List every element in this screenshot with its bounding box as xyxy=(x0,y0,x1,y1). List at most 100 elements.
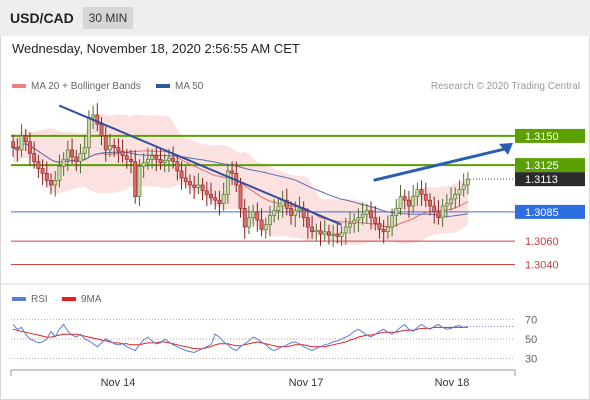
candle-body xyxy=(356,217,361,221)
research-credit: Research © 2020 Trading Central xyxy=(430,81,580,92)
legend-bollinger-label: MA 20 + Bollinger Bands xyxy=(31,81,141,92)
candle-body xyxy=(331,233,336,236)
candle-body xyxy=(381,229,386,233)
candle-body xyxy=(19,135,24,151)
time-tick-label-2: Nov 18 xyxy=(435,377,470,389)
candle-body xyxy=(407,199,411,207)
rsi-line xyxy=(12,323,469,354)
legend-ma50: MA 50 xyxy=(156,81,203,92)
timeframe-button[interactable]: 30 MIN xyxy=(83,7,133,29)
candle-body xyxy=(268,215,272,226)
candle-body xyxy=(242,208,247,228)
candle-body xyxy=(423,194,428,201)
candle-body xyxy=(204,190,209,195)
symbol-label: USD/CAD xyxy=(10,10,74,26)
legend-ma50-swatch xyxy=(156,84,170,89)
candle-body xyxy=(263,224,268,230)
candle-body xyxy=(95,114,100,125)
level-label-1-3150-box xyxy=(515,128,585,143)
level-label-1-3113: 1.3113 xyxy=(525,174,558,186)
candle-body xyxy=(238,184,243,209)
time-tick-label-0: Nov 14 xyxy=(101,377,136,389)
candle-body xyxy=(394,208,399,216)
candle-body xyxy=(183,177,188,182)
level-label-1-3040: 1.3040 xyxy=(525,259,559,271)
legend-bollinger: MA 20 + Bollinger Bands xyxy=(12,81,141,92)
candle-body xyxy=(457,189,462,195)
candle-body xyxy=(272,210,277,216)
candle-body xyxy=(436,211,441,219)
candle-body xyxy=(137,165,142,197)
legend-rsi-label: RSI xyxy=(31,294,48,305)
candle-body xyxy=(116,147,121,152)
candle-body xyxy=(200,184,205,192)
candle-body xyxy=(103,135,108,151)
candle-body xyxy=(28,141,32,154)
candle-body xyxy=(297,208,302,212)
candle-body xyxy=(133,161,138,197)
candle-body xyxy=(322,231,327,235)
candle-body xyxy=(74,156,79,162)
trendline xyxy=(58,104,342,226)
rsi-tick-label-70: 70 xyxy=(525,315,537,327)
candle-body xyxy=(432,205,437,213)
candle-body xyxy=(352,219,357,224)
candle-body xyxy=(213,197,218,201)
candle-body xyxy=(78,153,83,162)
candle-body xyxy=(373,217,378,224)
candle-body xyxy=(196,184,201,188)
candle-body xyxy=(150,155,154,160)
candle-body xyxy=(343,226,348,234)
candle-body xyxy=(419,189,424,195)
candle-body xyxy=(99,123,104,137)
candle-body xyxy=(360,213,365,219)
candle-body xyxy=(314,230,319,233)
candle-body xyxy=(221,194,226,204)
candle-body xyxy=(87,116,91,148)
candle-body xyxy=(91,114,96,118)
candle-body xyxy=(40,168,45,174)
legend-rsi-ma-swatch xyxy=(62,297,76,302)
candle-body xyxy=(428,199,432,207)
candle-body xyxy=(385,226,390,233)
candle-body xyxy=(61,158,66,167)
candle-body xyxy=(327,231,331,236)
rsi-tick-label-50: 50 xyxy=(525,334,537,346)
candle-body xyxy=(411,196,416,207)
candle-body xyxy=(293,210,298,216)
candle-body xyxy=(259,219,264,230)
candle-body xyxy=(310,226,314,233)
legend-rsi-swatch xyxy=(12,297,26,302)
candle-body xyxy=(124,155,129,160)
candle-body xyxy=(335,233,340,237)
candle-body xyxy=(53,180,58,186)
candle-body xyxy=(158,158,163,164)
candle-body xyxy=(141,162,146,167)
candle-body xyxy=(217,199,222,204)
candle-body xyxy=(276,205,281,212)
candles-group xyxy=(11,103,470,247)
candle-body xyxy=(440,205,445,219)
candle-body xyxy=(251,211,256,219)
candle-body xyxy=(415,189,420,197)
candle-body xyxy=(364,210,369,215)
candle-body xyxy=(11,141,16,148)
candle-body xyxy=(120,150,125,157)
candle-body xyxy=(209,194,213,199)
candle-body xyxy=(465,178,470,186)
forecast-arrowhead xyxy=(499,142,513,155)
time-tick-label-1: Nov 17 xyxy=(289,377,324,389)
legend-bollinger-swatch xyxy=(12,84,26,89)
candle-body xyxy=(348,223,352,228)
candle-body xyxy=(305,217,310,228)
candle-body xyxy=(162,160,167,164)
candle-body xyxy=(145,158,150,164)
level-label-1-3085: 1.3085 xyxy=(525,207,559,219)
level-label-1-3125: 1.3125 xyxy=(525,160,559,172)
candle-body xyxy=(192,184,197,188)
rsi-tick-label-30: 30 xyxy=(525,353,537,365)
candle-body xyxy=(453,194,458,200)
legend-rsi: RSI xyxy=(12,294,48,305)
candle-body xyxy=(390,215,394,228)
